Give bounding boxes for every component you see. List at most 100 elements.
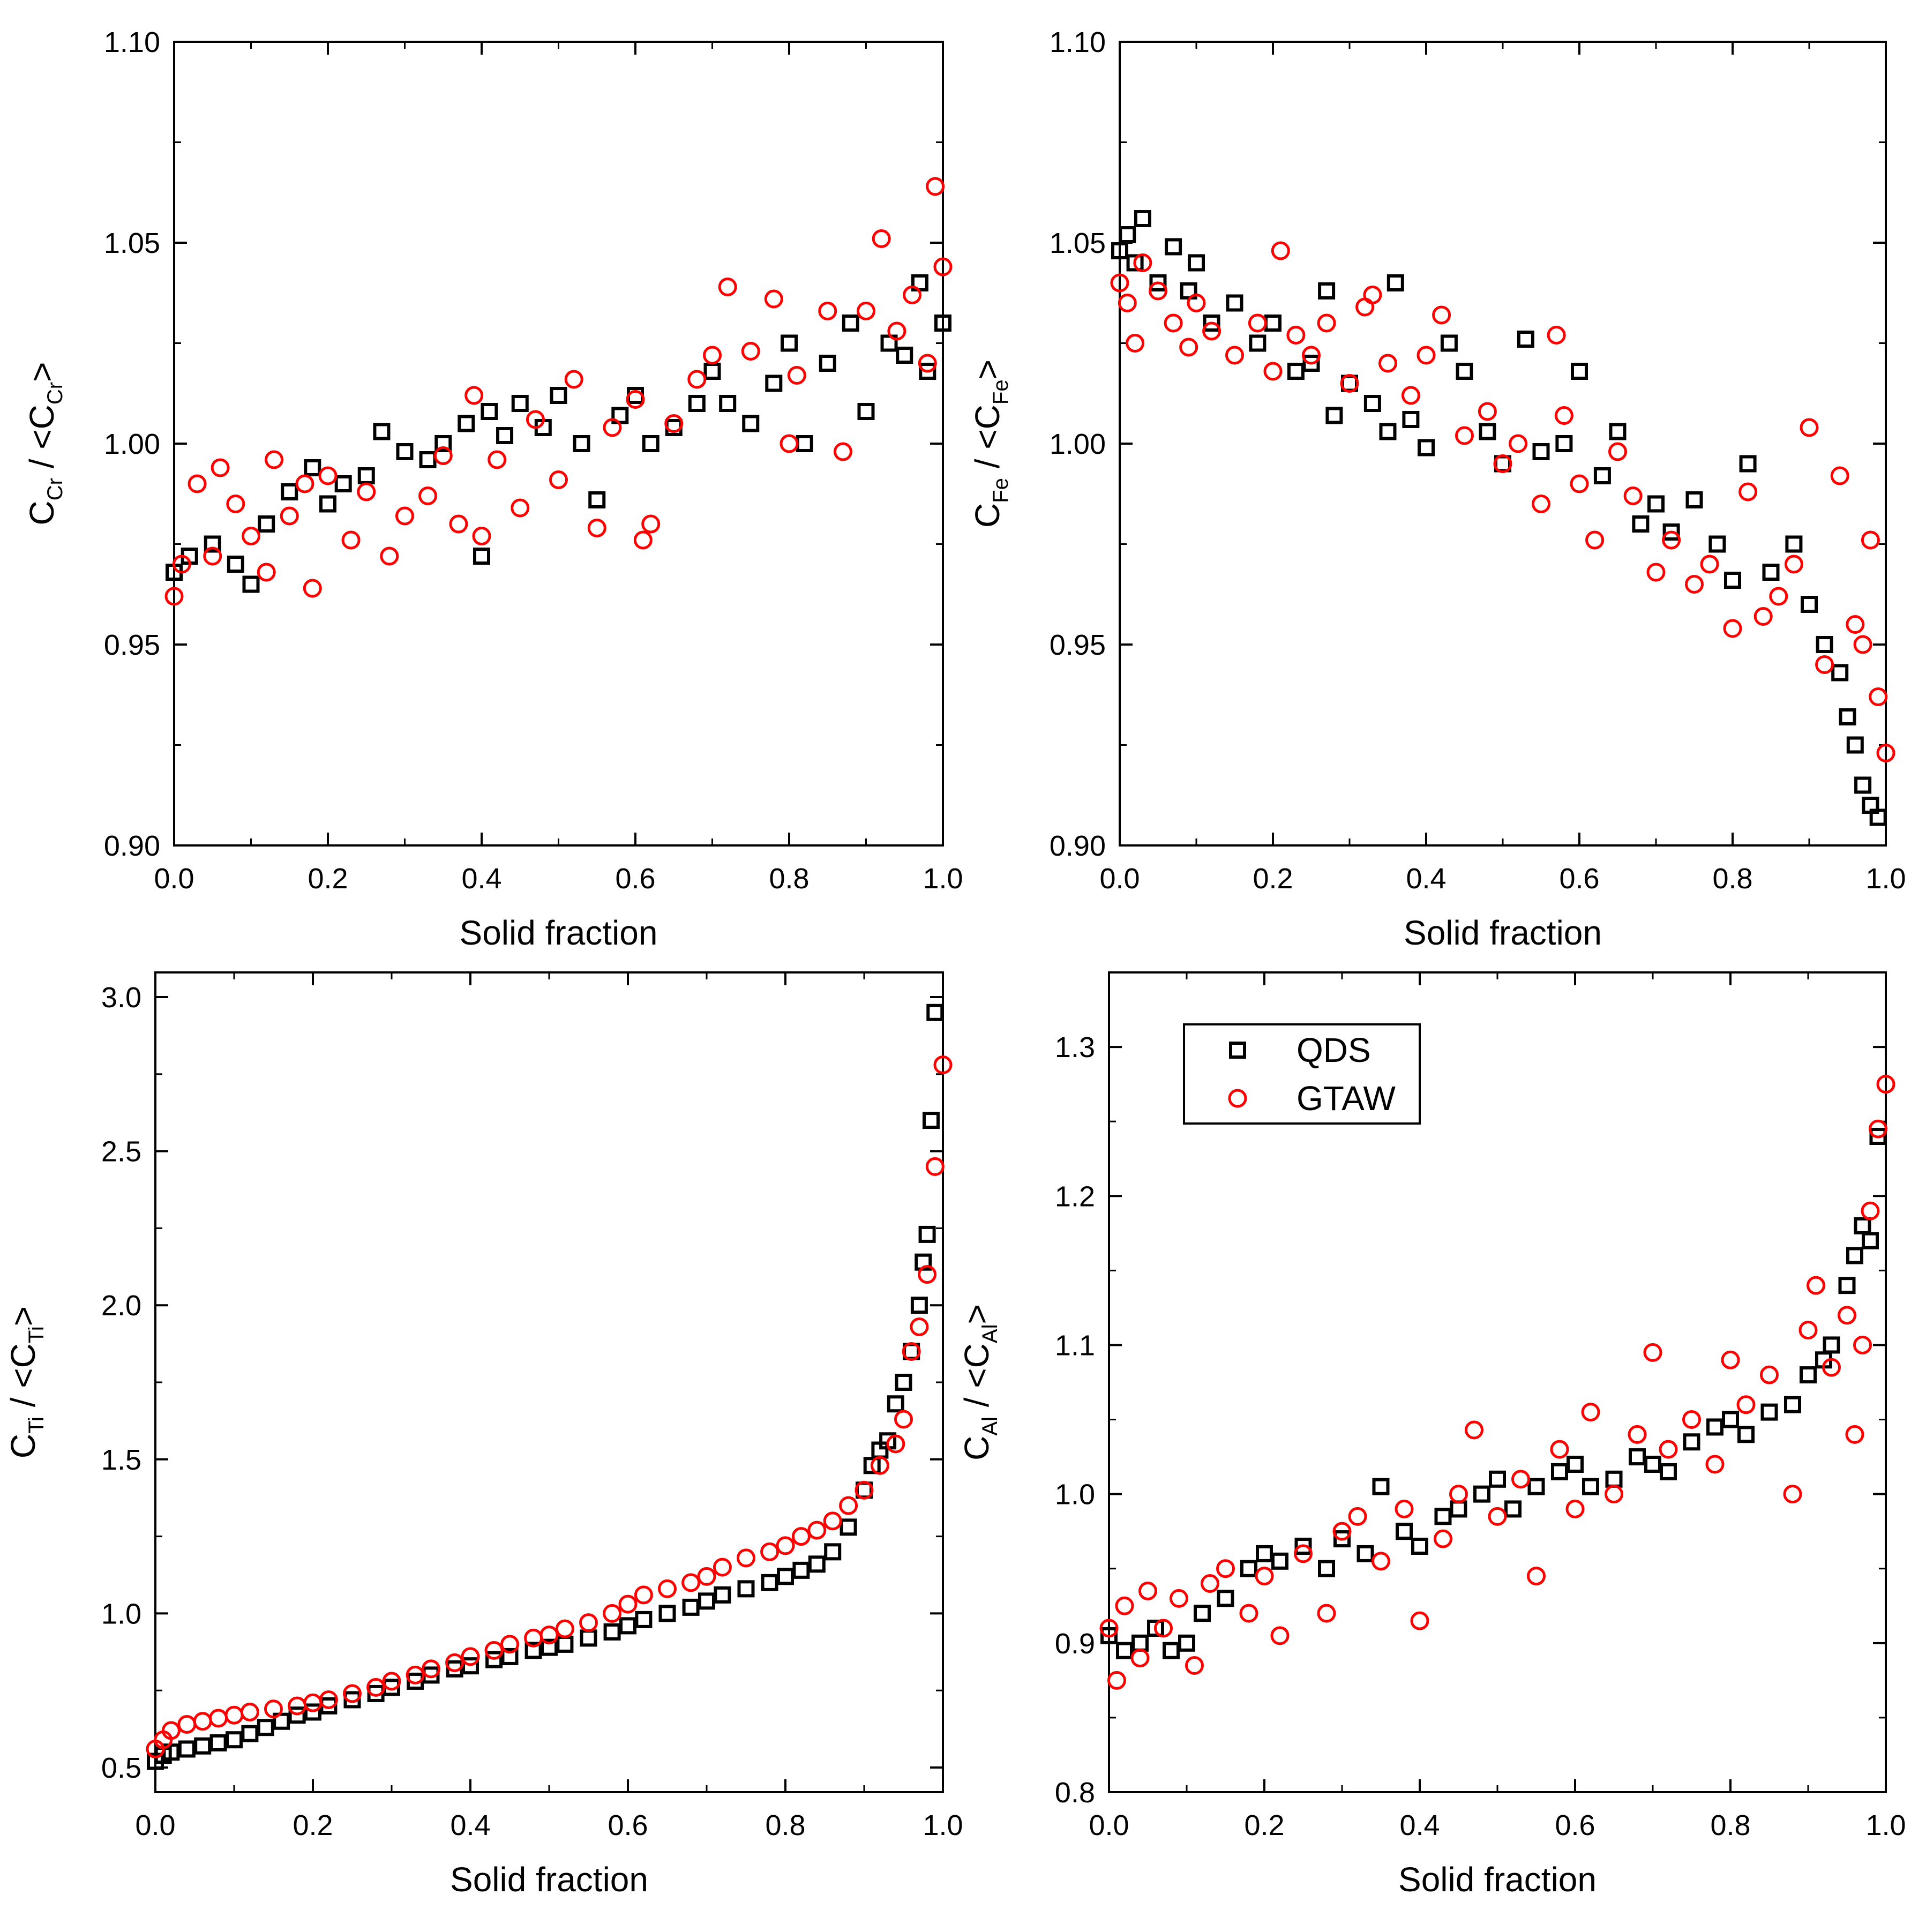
qds-point	[419, 451, 437, 468]
gtaw-point	[1115, 1596, 1134, 1615]
gtaw-point	[295, 474, 314, 493]
gtaw-point	[1187, 294, 1206, 312]
y-tick-label: 0.90	[1050, 830, 1106, 862]
qds-point	[304, 459, 321, 476]
gtaw-point	[1807, 1276, 1825, 1295]
gtaw-point	[1815, 655, 1834, 674]
qds-point	[550, 387, 567, 404]
qds-point	[1593, 467, 1611, 484]
qds-point	[603, 1623, 621, 1641]
x-tick-label: 0.8	[1712, 863, 1752, 895]
gtaw-point	[211, 458, 230, 477]
gtaw-point	[1682, 1410, 1701, 1429]
gtaw-point	[343, 1684, 362, 1703]
legend-label-gtaw: GTAW	[1297, 1079, 1396, 1118]
y-axis-title-sub2: Ti	[25, 1326, 48, 1343]
gtaw-point	[1570, 474, 1589, 493]
qds-point	[357, 467, 375, 484]
series-gtaw	[146, 1055, 953, 1758]
gtaw-point	[526, 410, 545, 429]
y-axis-title-sub2: Fe	[989, 379, 1013, 405]
gtaw-point	[1853, 635, 1872, 654]
gtaw-point	[564, 370, 583, 389]
gtaw-point	[488, 450, 507, 469]
gtaw-point	[1643, 1343, 1662, 1362]
qds-point	[1325, 407, 1343, 424]
gtaw-point	[1170, 1589, 1188, 1608]
gtaw-point	[1798, 1321, 1818, 1340]
x-tick-label: 0.2	[1253, 863, 1293, 895]
y-tick-label: 0.90	[104, 830, 160, 862]
y-axis-title-pre: C	[23, 500, 61, 525]
qds-point	[919, 363, 936, 380]
gtaw-point	[894, 1410, 913, 1429]
qds-point	[511, 395, 529, 412]
qds-point	[714, 1586, 731, 1604]
qds-point	[1609, 423, 1627, 440]
y-axis-title: CTi / <CTi>	[4, 1306, 48, 1458]
qds-point	[241, 1725, 259, 1742]
qds-point	[1134, 210, 1151, 227]
gtaw-point	[257, 563, 276, 582]
gtaw-point	[1107, 1671, 1126, 1690]
gtaw-point	[1846, 615, 1865, 634]
qds-point	[1302, 355, 1320, 372]
gtaw-point	[687, 370, 707, 389]
qds-point	[895, 1374, 912, 1391]
gtaw-point	[1378, 354, 1397, 373]
gtaw-point	[1753, 607, 1773, 626]
gtaw-point	[1822, 1358, 1841, 1377]
y-tick-label: 1.2	[1055, 1180, 1095, 1212]
gtaw-point	[870, 1456, 889, 1475]
gtaw-point	[780, 434, 799, 453]
gtaw-point	[855, 1480, 874, 1500]
qds-point	[524, 1642, 542, 1659]
y-tick-label: 1.00	[1050, 428, 1106, 460]
qds-point	[819, 355, 836, 372]
qds-point	[1450, 1500, 1467, 1518]
gtaw-point	[1861, 530, 1880, 550]
gtaw-point	[1662, 530, 1681, 550]
qds-point	[556, 1635, 574, 1653]
legend-box	[1183, 1023, 1421, 1125]
qds-point	[1582, 1478, 1599, 1495]
data-points	[1110, 210, 1895, 826]
gtaw-point	[203, 546, 222, 566]
gtaw-point	[1581, 1403, 1600, 1422]
y-axis-title-mid: / <C	[968, 405, 1007, 478]
qds-point	[1111, 242, 1128, 259]
series-qds	[147, 1004, 944, 1770]
gtaw-point	[1605, 1485, 1623, 1504]
qds-point	[242, 575, 260, 593]
gtaw-point	[1271, 241, 1290, 260]
gtaw-point	[1395, 1499, 1414, 1518]
gtaw-point	[380, 546, 399, 566]
gtaw-point	[618, 1594, 638, 1614]
qds-point	[1240, 1560, 1257, 1577]
gtaw-point	[1493, 454, 1512, 473]
legend-marker-gtaw	[1228, 1089, 1247, 1108]
y-axis-title-post: >	[968, 360, 1007, 379]
data-points	[146, 1004, 953, 1770]
qds-point	[1372, 1478, 1390, 1495]
gtaw-point	[226, 495, 245, 513]
y-axis-title-pre: C	[968, 503, 1007, 528]
x-axis-title: Solid fraction	[450, 1860, 648, 1899]
gtaw-point	[760, 1542, 780, 1561]
qds-point	[682, 1598, 700, 1616]
qds-point	[1831, 664, 1849, 682]
y-tick-label: 0.8	[1055, 1777, 1095, 1809]
gtaw-point	[1255, 1567, 1274, 1586]
qds-point	[1256, 1545, 1273, 1562]
qds-point	[541, 1638, 558, 1656]
gtaw-point	[1099, 1619, 1119, 1638]
qds-point	[1762, 564, 1780, 581]
qds-point	[658, 1605, 676, 1622]
qds-point	[1706, 1418, 1723, 1436]
gtaw-point	[1565, 1499, 1585, 1518]
gtaw-point	[603, 1604, 622, 1623]
series-gtaw	[1099, 1075, 1895, 1690]
qds-point	[1402, 411, 1420, 428]
qds-point	[896, 347, 913, 364]
